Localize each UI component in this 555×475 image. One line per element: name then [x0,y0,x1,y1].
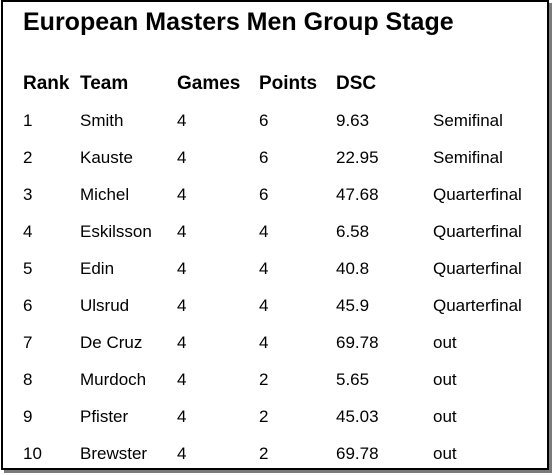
table-row: 10 Brewster 4 2 69.78 out [21,435,541,472]
column-header-rank: Rank [23,72,70,94]
cell-result: out [433,443,457,463]
cell-team: Kauste [80,147,133,167]
cell-team: Murdoch [80,369,147,389]
cell-games: 4 [177,110,187,130]
cell-points: 2 [259,443,269,463]
column-header-dsc: DSC [336,72,377,94]
table-row: 1 Smith 4 6 9.63 Semifinal [21,102,541,139]
cell-dsc: 6.58 [336,221,370,241]
cell-team: Smith [80,110,124,130]
cell-games: 4 [177,369,187,389]
cell-result: Semifinal [433,110,503,130]
table-header-row: Rank Team Games Points DSC [21,65,541,102]
table-row: 6 Ulsrud 4 4 45.9 Quarterfinal [21,287,541,324]
standings-table: Rank Team Games Points DSC 1 Smith 4 6 9.63 S… [21,65,541,472]
cell-points: 6 [259,147,269,167]
cell-dsc: 45.03 [336,406,379,426]
cell-team: Eskilsson [80,221,152,241]
cell-result: Quarterfinal [433,184,522,204]
cell-rank: 1 [23,110,33,130]
cell-rank: 5 [23,258,33,278]
cell-rank: 7 [23,332,33,352]
cell-dsc: 22.95 [336,147,379,167]
cell-rank: 4 [23,221,33,241]
cell-points: 4 [259,258,269,278]
cell-dsc: 5.65 [336,369,370,389]
cell-result: out [433,369,457,389]
cell-dsc: 47.68 [336,184,379,204]
cell-team: Pfister [80,406,129,426]
cell-games: 4 [177,295,187,315]
cell-result: Quarterfinal [433,258,522,278]
cell-games: 4 [177,443,187,463]
table-row: 7 De Cruz 4 4 69.78 out [21,324,541,361]
cell-rank: 2 [23,147,33,167]
column-header-result [431,65,541,102]
document-frame: European Masters Men Group Stage Rank Te… [1,0,549,470]
table-row: 5 Edin 4 4 40.8 Quarterfinal [21,250,541,287]
cell-result: Semifinal [433,147,503,167]
cell-points: 6 [259,110,269,130]
cell-team: Ulsrud [80,295,130,315]
cell-games: 4 [177,184,187,204]
cell-team: De Cruz [80,332,143,352]
cell-dsc: 69.78 [336,332,379,352]
cell-games: 4 [177,406,187,426]
cell-games: 4 [177,258,187,278]
cell-result: out [433,406,457,426]
cell-points: 4 [259,221,269,241]
column-header-team: Team [80,72,129,94]
cell-dsc: 9.63 [336,110,370,130]
cell-points: 4 [259,295,269,315]
page-title: European Masters Men Group Stage [23,8,454,36]
cell-result: out [433,332,457,352]
table-row: 8 Murdoch 4 2 5.65 out [21,361,541,398]
table-row: 2 Kauste 4 6 22.95 Semifinal [21,139,541,176]
column-header-games: Games [177,72,241,94]
cell-rank: 8 [23,369,33,389]
table-row: 4 Eskilsson 4 4 6.58 Quarterfinal [21,213,541,250]
cell-points: 2 [259,369,269,389]
cell-dsc: 45.9 [336,295,370,315]
cell-points: 4 [259,332,269,352]
cell-team: Edin [80,258,115,278]
cell-games: 4 [177,221,187,241]
cell-dsc: 40.8 [336,258,370,278]
cell-rank: 10 [23,443,42,463]
cell-games: 4 [177,332,187,352]
cell-rank: 6 [23,295,33,315]
column-header-points: Points [259,72,318,94]
cell-games: 4 [177,147,187,167]
cell-points: 2 [259,406,269,426]
cell-result: Quarterfinal [433,295,522,315]
cell-points: 6 [259,184,269,204]
cell-dsc: 69.78 [336,443,379,463]
cell-result: Quarterfinal [433,221,522,241]
cell-team: Michel [80,184,130,204]
table-row: 3 Michel 4 6 47.68 Quarterfinal [21,176,541,213]
cell-rank: 9 [23,406,33,426]
cell-rank: 3 [23,184,33,204]
cell-team: Brewster [80,443,148,463]
table-row: 9 Pfister 4 2 45.03 out [21,398,541,435]
